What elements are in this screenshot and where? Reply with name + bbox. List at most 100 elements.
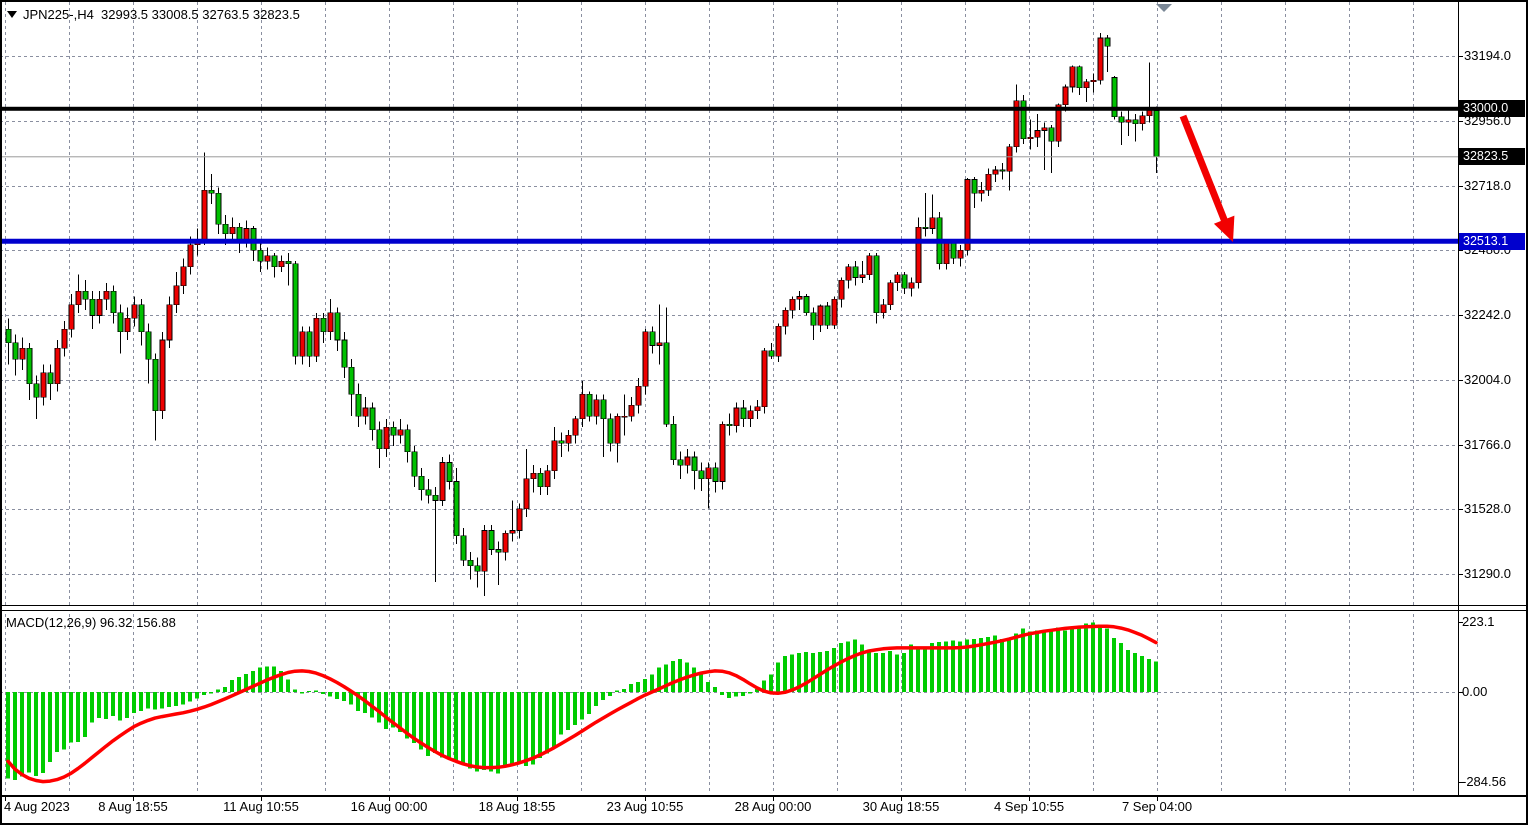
symbol-triangle-icon <box>7 11 17 18</box>
candle-bear <box>432 494 439 501</box>
macd-bar <box>545 692 549 754</box>
macd-bar <box>503 692 507 767</box>
candle-bull <box>1062 86 1069 105</box>
candle-bear <box>82 290 89 300</box>
macd-bar <box>1133 652 1137 692</box>
candle-bear <box>950 241 957 259</box>
macd-bar <box>629 684 633 692</box>
macd-bar <box>454 692 458 761</box>
chart-symbol-period: JPN225-,H4 <box>23 7 94 22</box>
candle-bear <box>33 383 40 398</box>
macd-bar <box>755 688 759 692</box>
macd-indicator-label: MACD(12,26,9) 96.32 156.88 <box>6 615 176 630</box>
candle-bull <box>866 255 873 276</box>
time-tick-mark <box>1029 795 1030 801</box>
pane-splitter[interactable] <box>0 606 1528 610</box>
candle-bear <box>12 342 19 360</box>
candle-bear <box>341 339 348 368</box>
candle-bull <box>985 173 992 191</box>
chart-ohlc-quote: 32993.5 33008.5 32763.5 32823.5 <box>101 7 300 22</box>
candle-bull <box>929 217 936 229</box>
macd-bar <box>538 692 542 759</box>
macd-bar <box>951 640 955 692</box>
candle-bear <box>1118 116 1125 123</box>
macd-bar <box>293 689 297 692</box>
candle-bear <box>1076 66 1083 88</box>
candle-bull <box>761 350 768 407</box>
macd-bar <box>804 651 808 692</box>
hline-32513.1[interactable] <box>0 238 1458 244</box>
time-tick-mark <box>389 795 390 801</box>
macd-bar <box>272 666 276 692</box>
candle-bull <box>565 434 572 444</box>
candle-bear <box>1153 110 1160 158</box>
time-axis-label: 4 Aug 2023 <box>4 799 70 814</box>
candle-bull <box>40 372 47 398</box>
hline-price-badge-33000: 33000.0 <box>1459 100 1525 118</box>
splitter-line <box>0 610 1528 611</box>
macd-bar <box>230 680 234 692</box>
time-axis-label: 11 Aug 10:55 <box>223 799 299 814</box>
price-tick-mark <box>1458 250 1463 251</box>
macd-bar <box>517 692 521 763</box>
candle-bull <box>964 179 971 251</box>
macd-bar <box>909 644 913 692</box>
candle-bear <box>26 347 33 384</box>
time-axis[interactable] <box>0 796 1458 822</box>
macd-bar <box>286 679 290 692</box>
candle-bear <box>138 304 145 333</box>
candle-bull <box>1034 130 1041 138</box>
macd-bar <box>1070 628 1074 692</box>
macd-histogram <box>6 622 1158 781</box>
macd-bar <box>6 692 10 779</box>
macd-bar <box>1063 630 1067 692</box>
candle-bear <box>236 226 243 240</box>
macd-bar <box>664 664 668 692</box>
candle-bull <box>817 305 824 326</box>
time-tick-mark <box>133 795 134 801</box>
candle-bear <box>285 260 292 265</box>
candle-bull <box>572 418 579 436</box>
macd-bar <box>1000 639 1004 692</box>
macd-bar <box>384 692 388 729</box>
macd-bar <box>1042 631 1046 692</box>
macd-bar <box>965 639 969 692</box>
macd-bar <box>1028 631 1032 692</box>
macd-bar <box>398 692 402 733</box>
candle-bear <box>89 298 96 316</box>
macd-bar <box>734 692 738 697</box>
candle-bull <box>943 241 950 265</box>
macd-bar <box>496 692 500 774</box>
candle-bull <box>180 266 187 286</box>
hline-33000[interactable] <box>0 106 1458 111</box>
macd-bar <box>986 636 990 692</box>
macd-bar <box>356 692 360 712</box>
candle-bull <box>705 467 712 480</box>
macd-bar <box>601 692 605 700</box>
time-axis-label: 30 Aug 18:55 <box>862 799 940 814</box>
macd-bar <box>797 652 801 692</box>
macd-bar <box>1035 630 1039 692</box>
candle-bull <box>621 415 628 418</box>
macd-bar <box>559 692 563 735</box>
trend-arrow[interactable] <box>1179 114 1235 242</box>
macd-bar <box>307 691 311 693</box>
macd-tick-mark <box>1458 692 1463 693</box>
chart-shift-marker-icon[interactable] <box>1156 4 1172 12</box>
candle-bull <box>838 279 845 300</box>
macd-bar <box>643 679 647 692</box>
macd-bar <box>741 692 745 696</box>
time-axis-label: 16 Aug 00:00 <box>350 799 428 814</box>
macd-bar <box>426 692 430 756</box>
candle-bull <box>383 426 390 450</box>
macd-bar <box>1147 658 1151 692</box>
macd-bar <box>713 686 717 692</box>
macd-bar <box>62 692 66 750</box>
candle-bear <box>404 429 411 452</box>
macd-bar <box>160 692 164 709</box>
macd-bar <box>846 641 850 692</box>
candle-bull <box>894 274 901 284</box>
time-axis-line <box>0 795 1528 797</box>
